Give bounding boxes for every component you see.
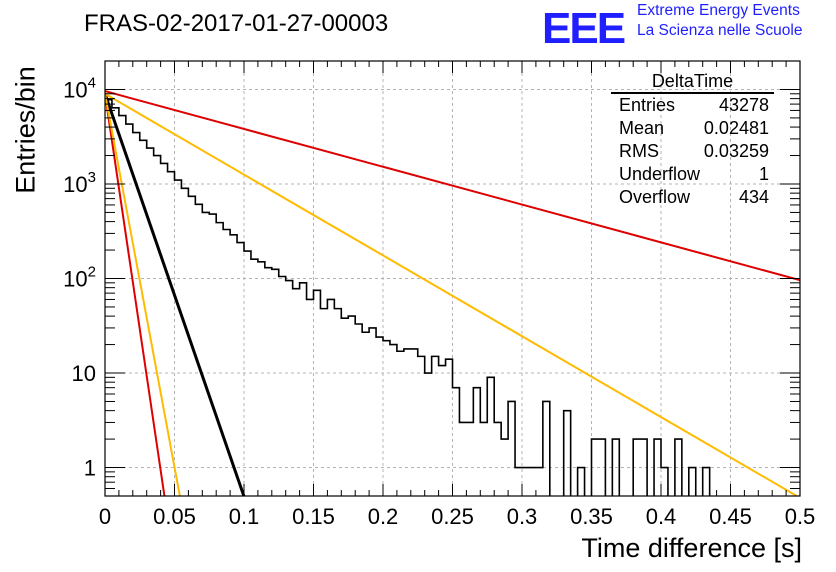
stats-label: Entries <box>619 95 676 115</box>
x-tick-label: 0 <box>99 504 111 529</box>
y-tick-exponent: 4 <box>88 74 96 91</box>
y-tick-exponent: 3 <box>88 169 96 186</box>
y-tick-base: 10 <box>63 77 87 102</box>
stats-value: 0.03259 <box>703 141 769 161</box>
stats-row-rms: RMS 0.03259 <box>611 140 774 163</box>
x-tick-label: 0.35 <box>570 504 613 529</box>
x-tick-label: 0.45 <box>709 504 752 529</box>
y-tick-base: 10 <box>63 267 87 292</box>
x-tick-label: 0.25 <box>431 504 474 529</box>
stats-box: DeltaTime Entries 43278 Mean 0.02481 RMS… <box>611 70 774 209</box>
stats-row-overflow: Overflow 434 <box>611 186 774 209</box>
y-tick-label: 10 <box>72 361 96 386</box>
y-axis-label: Entries/bin <box>10 66 41 194</box>
fit-line-4 <box>105 93 166 496</box>
fit-line-1 <box>105 93 246 496</box>
stats-label: RMS <box>619 141 659 161</box>
y-tick-label: 103 <box>63 169 96 197</box>
x-tick-label: 0.2 <box>368 504 399 529</box>
stats-value: 43278 <box>718 95 769 115</box>
histogram <box>105 98 711 496</box>
fit-line-2 <box>105 90 800 282</box>
x-tick-label: 0.05 <box>153 504 196 529</box>
y-tick-base: 10 <box>63 172 87 197</box>
stats-value: 0.02481 <box>703 118 769 138</box>
stats-title: DeltaTime <box>611 70 774 94</box>
x-axis-label: Time difference [s] <box>581 533 802 563</box>
x-tick-label: 0.1 <box>229 504 260 529</box>
x-tick-label: 0.3 <box>507 504 538 529</box>
x-axis-ticks: 0 0.05 0.1 0.15 0.2 0.25 0.3 0.35 0.4 0.45 0.5 <box>99 61 815 529</box>
fit-line-3 <box>105 92 798 496</box>
y-tick-exponent: 2 <box>88 264 96 281</box>
stats-label: Underflow <box>619 164 701 184</box>
stats-row-mean: Mean 0.02481 <box>611 117 774 140</box>
x-tick-label: 0.4 <box>646 504 677 529</box>
logo-line-1: Extreme Energy Events <box>637 2 800 19</box>
fit-lines <box>105 90 800 496</box>
stats-label: Mean <box>619 118 665 138</box>
grid-lines <box>105 61 800 496</box>
stats-row-underflow: Underflow 1 <box>611 163 774 186</box>
y-axis-label-box: Entries/bin <box>6 66 46 194</box>
y-tick-label: 102 <box>63 264 96 292</box>
fit-line-5 <box>105 93 181 496</box>
stats-value: 1 <box>758 164 769 184</box>
x-tick-label: 0.5 <box>785 504 816 529</box>
x-tick-label: 0.15 <box>292 504 335 529</box>
histogram-steps <box>105 98 711 496</box>
y-tick-label: 1 <box>84 456 96 481</box>
chart-title: FRAS-02-2017-01-27-00003 <box>84 10 389 37</box>
eee-logo: EEE <box>542 4 626 53</box>
stats-row-entries: Entries 43278 <box>611 94 774 117</box>
logo-line-2: La Scienza nelle Scuole <box>637 22 803 39</box>
stats-label: Overflow <box>619 187 691 207</box>
y-tick-label: 104 <box>63 74 96 102</box>
stats-value: 434 <box>738 187 769 207</box>
